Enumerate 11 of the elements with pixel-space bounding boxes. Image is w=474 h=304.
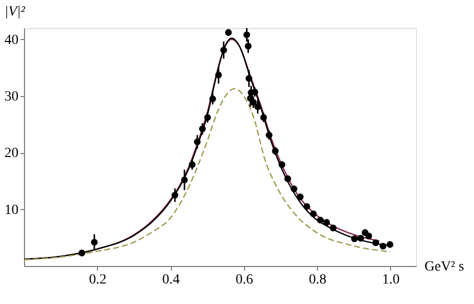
x-tick-label: 0.8: [308, 272, 326, 288]
y-tick-label: 20: [4, 146, 18, 162]
x-tick-label: 0.6: [236, 272, 254, 288]
y-tick-label: 40: [4, 32, 18, 48]
y-tick-label: 30: [4, 90, 18, 104]
x-tick-label: 0.4: [162, 272, 180, 288]
y-axis-title: |V|²: [4, 4, 26, 20]
x-tick-label: 0.2: [89, 272, 107, 288]
x-tick-label: 1.0: [382, 272, 400, 288]
y-tick-label: 10: [4, 202, 18, 218]
x-axis-title: GeV² s: [424, 260, 464, 274]
